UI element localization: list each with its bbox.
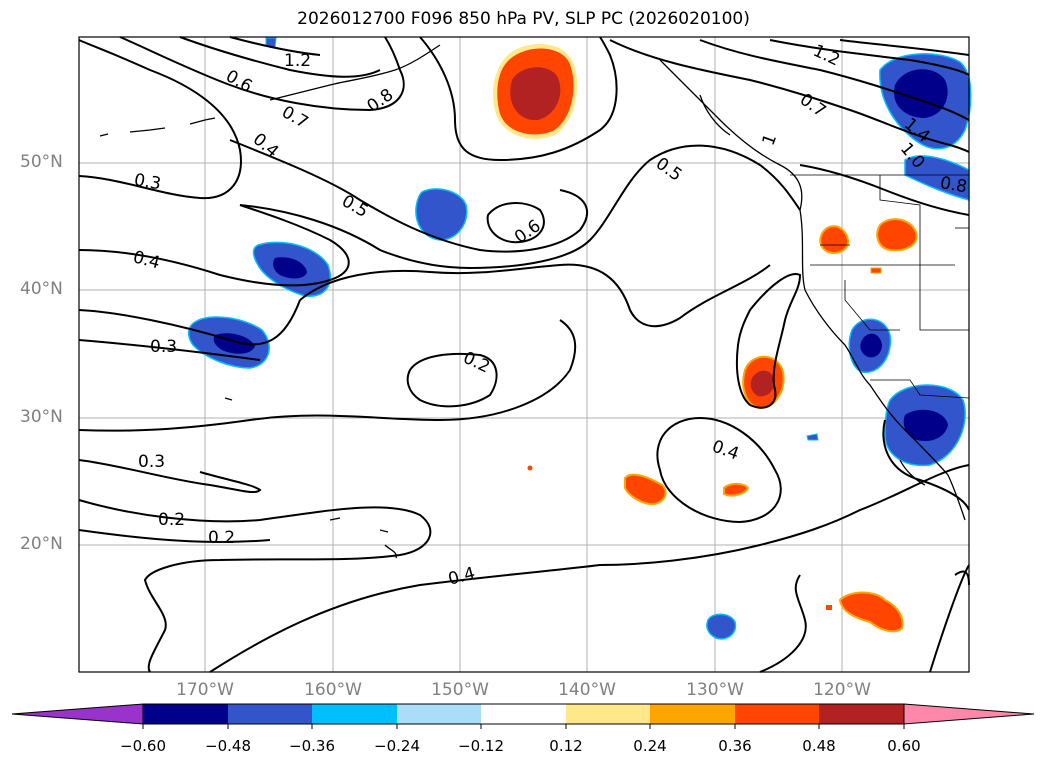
colorbar-tick-label: 0.12 — [549, 737, 583, 755]
lat-label-20n: 20°N — [20, 534, 63, 554]
colorbar-segment — [819, 704, 904, 724]
colorbar — [11, 703, 1035, 729]
colorbar-outline — [142, 703, 905, 725]
colorbar-tick-label: −0.12 — [458, 737, 504, 755]
lat-label-50n: 50°N — [20, 152, 63, 172]
political-borders — [790, 174, 970, 399]
colorbar-segment — [312, 704, 397, 724]
contour-label: 0.3 — [132, 170, 162, 194]
lon-label-150w: 150°W — [431, 680, 489, 700]
colorbar-segment — [228, 704, 312, 724]
colorbar-segment — [143, 704, 228, 724]
lon-label-130w: 130°W — [686, 680, 744, 700]
colorbar-extend-high — [903, 703, 1035, 725]
map-title: 2026012700 F096 850 hPa PV, SLP PC (2026… — [297, 9, 750, 29]
colorbar-tick-label: 0.24 — [633, 737, 667, 755]
lat-label-30n: 30°N — [20, 407, 63, 427]
lat-label-40n: 40°N — [20, 279, 63, 299]
colorbar-tick-label: −0.60 — [120, 737, 166, 755]
colorbar-tick-label: 0.36 — [718, 737, 752, 755]
colorbar-segment — [735, 704, 819, 724]
colorbar-tick-label: −0.36 — [289, 737, 335, 755]
lon-label-120w: 120°W — [813, 680, 871, 700]
colorbar-tick-label: −0.24 — [374, 737, 420, 755]
colorbar-tick-label: 0.60 — [887, 737, 921, 755]
contour-label: 1.2 — [284, 51, 311, 71]
map-frame — [78, 36, 970, 673]
contour-label: 0.3 — [150, 337, 177, 357]
pv-negative-anomalies — [187, 37, 972, 640]
colorbar-segment — [481, 704, 566, 724]
contour-label: 0.3 — [138, 452, 165, 472]
slp-contours — [78, 36, 970, 673]
coastlines — [99, 44, 966, 559]
contour-label: 0.2 — [208, 528, 235, 548]
colorbar-segment — [650, 704, 735, 724]
colorbar-segment — [397, 704, 481, 724]
lon-label-170w: 170°W — [176, 680, 234, 700]
contour-label: 0.2 — [158, 510, 185, 530]
pv-positive-anomalies — [493, 44, 918, 633]
lon-label-160w: 160°W — [304, 680, 362, 700]
lon-label-140w: 140°W — [558, 680, 616, 700]
contour-label: 0.8 — [938, 173, 968, 197]
colorbar-extend-low — [11, 703, 144, 725]
colorbar-segment — [566, 704, 650, 724]
colorbar-tick-label: −0.48 — [205, 737, 251, 755]
colorbar-tick-label: 0.48 — [802, 737, 836, 755]
